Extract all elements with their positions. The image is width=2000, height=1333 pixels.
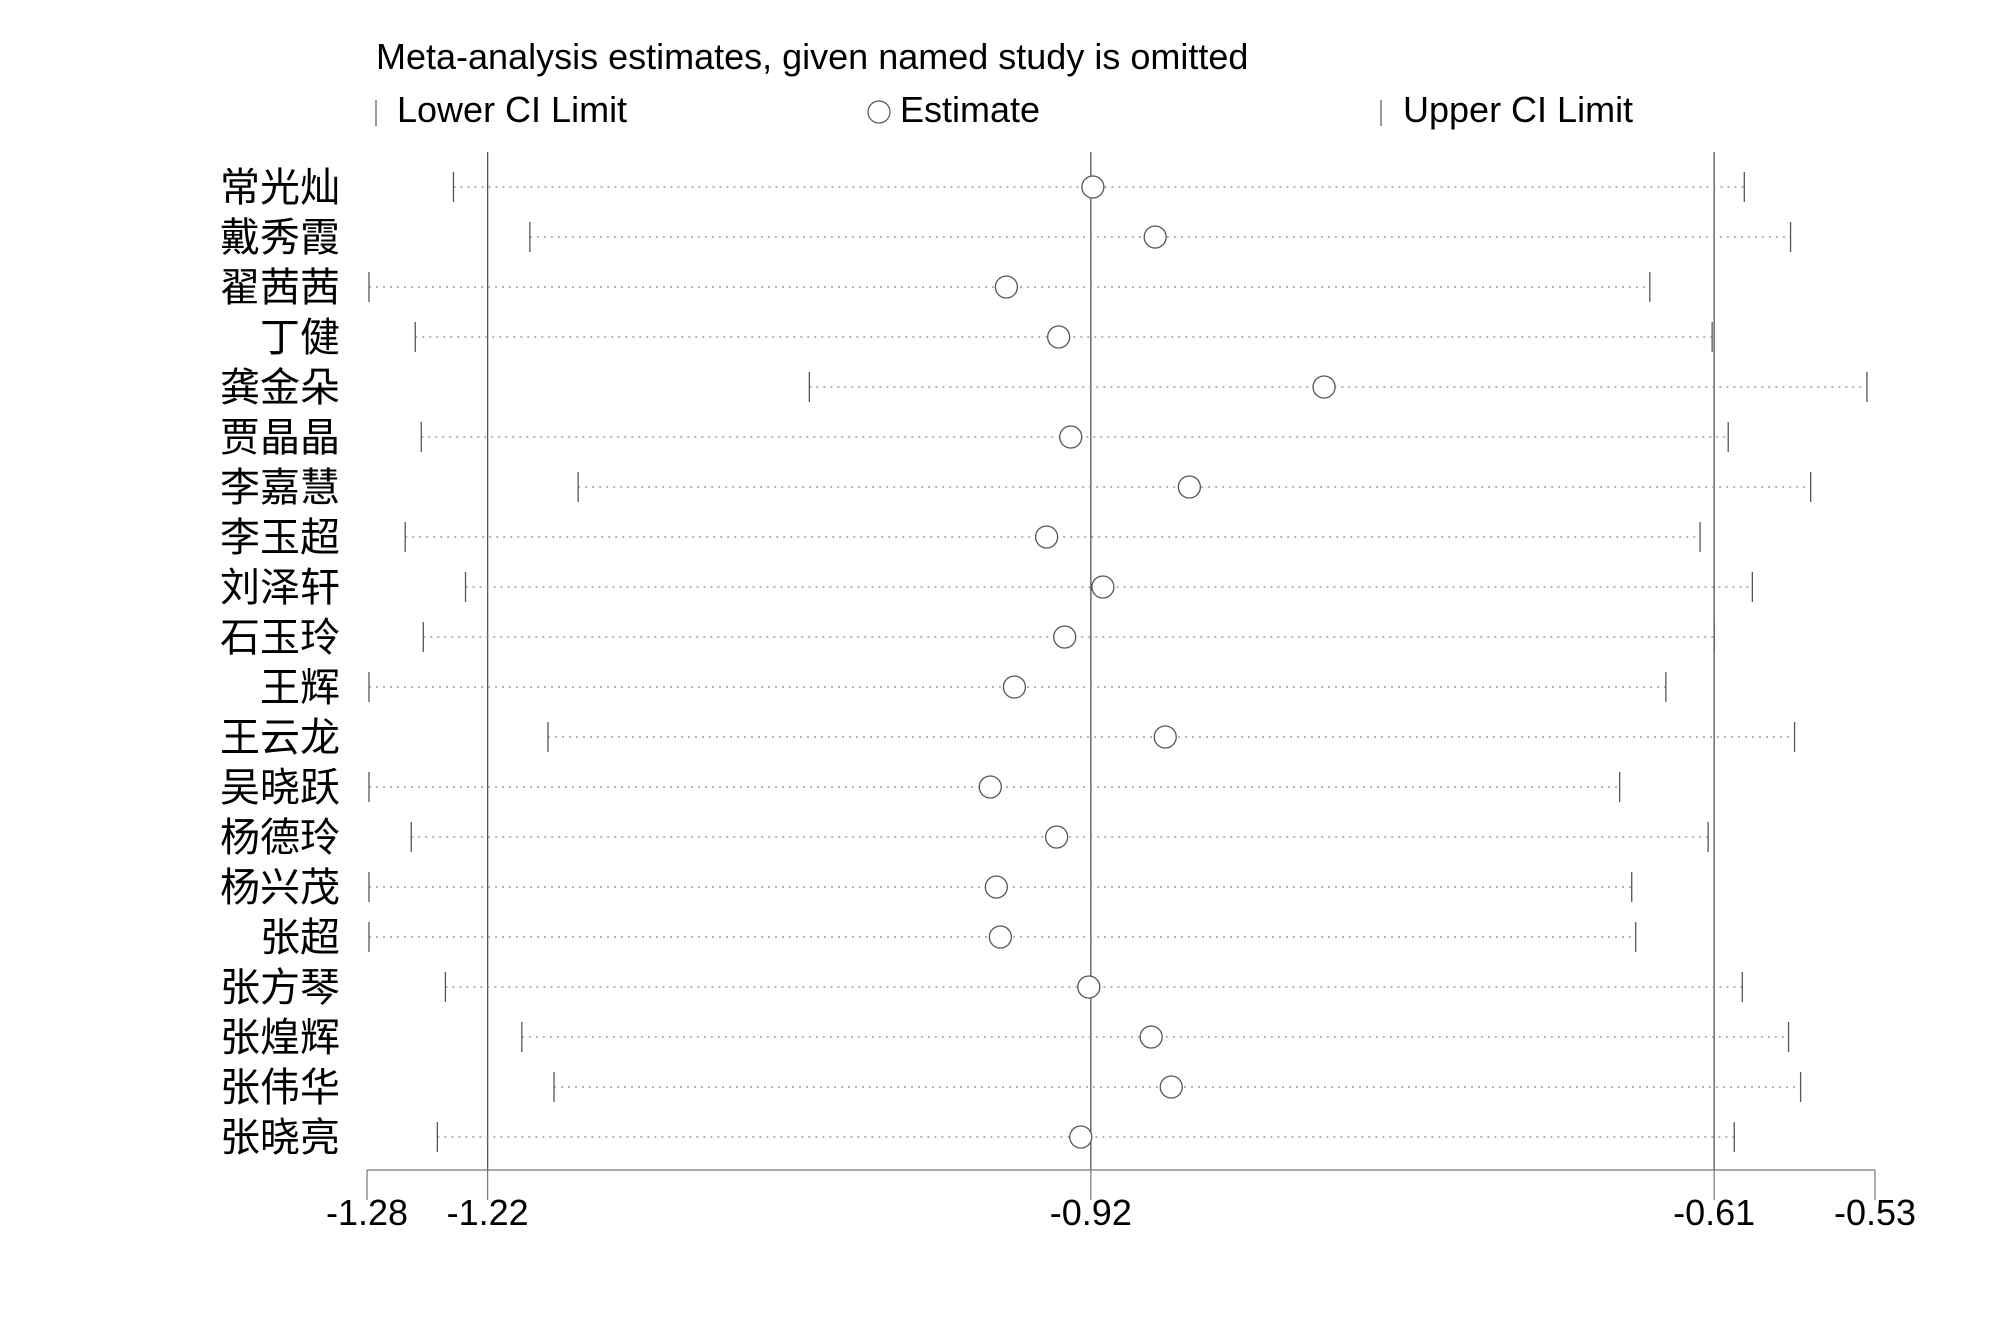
x-tick-label: -1.28 <box>326 1192 408 1233</box>
estimate-marker <box>1177 475 1202 499</box>
study-row: 常光灿 <box>220 165 1745 211</box>
study-row: 刘泽轩 <box>220 565 1753 611</box>
study-label: 李嘉慧 <box>220 465 340 511</box>
x-axis-ticks: -1.28 -1.22 -0.92 -0.61 -0.53 <box>326 1170 1916 1233</box>
estimate-marker <box>1047 325 1071 349</box>
legend-estimate-label: Estimate <box>900 89 1040 130</box>
study-label: 张伟华 <box>220 1065 340 1111</box>
study-row: 张超 <box>260 915 1637 961</box>
estimate-marker <box>1153 725 1177 749</box>
legend: Lower CI Limit Estimate Upper CI Limit <box>375 89 1633 130</box>
estimate-marker <box>1053 625 1077 649</box>
x-tick-label: -0.53 <box>1834 1192 1916 1233</box>
estimate-marker <box>994 275 1019 299</box>
study-row: 杨德玲 <box>220 815 1709 861</box>
study-row: 丁健 <box>260 315 1713 361</box>
study-row: 张方琴 <box>220 965 1743 1011</box>
study-row: 王云龙 <box>220 715 1796 761</box>
study-label: 王云龙 <box>220 715 340 761</box>
study-rows: 常光灿戴秀霞翟茜茜丁健龚金朵贾晶晶李嘉慧李玉超刘泽轩石玉玲王辉王云龙吴晓跃杨德玲… <box>220 165 1868 1161</box>
x-tick-label: -0.61 <box>1673 1192 1755 1233</box>
study-row: 龚金朵 <box>220 365 1868 411</box>
estimate-marker <box>1091 575 1115 599</box>
study-label: 张方琴 <box>220 965 340 1011</box>
estimate-marker <box>1045 825 1069 849</box>
estimate-marker <box>1159 1075 1183 1099</box>
estimate-marker <box>1139 1025 1163 1049</box>
study-label: 王辉 <box>260 665 340 711</box>
study-label: 张晓亮 <box>220 1115 340 1161</box>
study-row: 戴秀霞 <box>220 215 1792 261</box>
study-label: 李玉超 <box>220 515 340 561</box>
study-row: 李嘉慧 <box>220 465 1812 511</box>
study-label: 刘泽轩 <box>220 565 340 611</box>
reference-lines <box>486 152 1715 1170</box>
estimate-marker <box>1143 225 1167 249</box>
study-row: 张煌辉 <box>220 1015 1790 1061</box>
estimate-marker <box>1002 675 1027 699</box>
study-row: 贾晶晶 <box>220 415 1729 461</box>
chart-title: Meta-analysis estimates, given named stu… <box>376 36 1248 77</box>
legend-estimate-marker <box>867 100 891 124</box>
study-label: 杨德玲 <box>220 815 340 861</box>
study-row: 王辉 <box>260 665 1667 711</box>
estimate-marker <box>1059 425 1083 449</box>
estimate-marker <box>1312 375 1336 399</box>
study-label: 翟茜茜 <box>220 265 340 311</box>
study-label: 戴秀霞 <box>220 215 340 261</box>
study-label: 石玉玲 <box>220 615 340 661</box>
study-row: 张晓亮 <box>220 1115 1735 1161</box>
x-tick-label: -0.92 <box>1050 1192 1132 1233</box>
estimate-marker <box>978 775 1002 799</box>
legend-upper-ci-label: Upper CI Limit <box>1403 89 1633 130</box>
estimate-marker <box>1034 525 1059 549</box>
study-row: 翟茜茜 <box>220 265 1651 311</box>
study-label: 贾晶晶 <box>220 415 340 461</box>
estimate-marker <box>1069 1125 1093 1149</box>
estimate-marker <box>988 925 1013 949</box>
estimate-marker <box>1081 175 1105 199</box>
study-label: 龚金朵 <box>220 365 340 411</box>
study-row: 杨兴茂 <box>220 865 1633 911</box>
study-label: 杨兴茂 <box>220 865 340 911</box>
x-tick-label: -1.22 <box>447 1192 529 1233</box>
study-label: 张煌辉 <box>220 1015 340 1061</box>
study-row: 李玉超 <box>220 515 1701 561</box>
study-label: 吴晓跃 <box>220 765 340 811</box>
estimate-marker <box>984 875 1008 899</box>
legend-lower-ci-label: Lower CI Limit <box>397 89 627 130</box>
study-row: 吴晓跃 <box>220 765 1621 811</box>
estimate-marker <box>1077 975 1101 999</box>
study-row: 石玉玲 <box>220 615 1715 661</box>
study-row: 张伟华 <box>220 1065 1802 1111</box>
study-label: 常光灿 <box>220 165 340 211</box>
study-label: 丁健 <box>260 315 340 361</box>
study-label: 张超 <box>260 915 340 961</box>
